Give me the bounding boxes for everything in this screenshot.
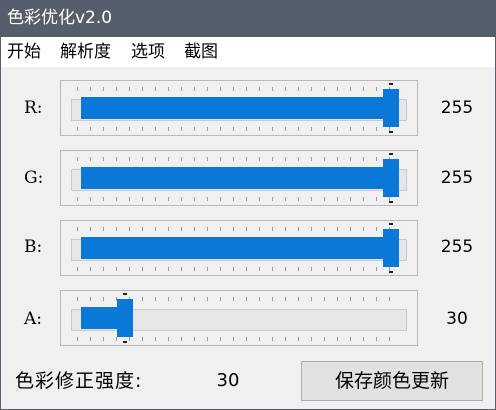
strength-value: 30 xyxy=(216,370,240,391)
blue-slider-ticks-top xyxy=(77,227,401,231)
red-label: R: xyxy=(24,98,43,118)
menu-item-start[interactable]: 开始 xyxy=(7,42,41,62)
blue-slider-frame xyxy=(60,220,418,276)
blue-slider-fill xyxy=(81,237,387,259)
blue-label: B: xyxy=(24,237,43,257)
window-title: 色彩优化v2.0 xyxy=(7,8,113,28)
green-value: 255 xyxy=(440,168,474,188)
alpha-slider-thumb[interactable] xyxy=(116,299,133,337)
green-slider-thumb[interactable] xyxy=(383,159,399,197)
slider-thumb-marker xyxy=(389,223,393,227)
blue-slider-thumb[interactable] xyxy=(383,229,399,267)
red-slider-thumb[interactable] xyxy=(383,89,399,127)
red-slider-ticks-bottom xyxy=(77,127,401,131)
green-slider-fill xyxy=(81,167,387,189)
green-slider-ticks-bottom xyxy=(77,197,401,201)
menu-item-screenshot[interactable]: 截图 xyxy=(184,42,218,62)
red-value: 255 xyxy=(440,98,474,118)
slider-thumb-marker xyxy=(389,129,393,133)
red-slider-ticks-top xyxy=(77,87,401,91)
strength-label: 色彩修正强度: xyxy=(15,370,143,392)
title-bar[interactable]: 色彩优化v2.0 xyxy=(1,1,495,37)
slider-thumb-marker xyxy=(122,293,127,297)
alpha-value: 30 xyxy=(446,309,468,329)
alpha-slider-ticks-top xyxy=(77,297,401,301)
save-color-button[interactable]: 保存颜色更新 xyxy=(301,361,483,401)
green-label: G: xyxy=(24,168,44,188)
green-slider-frame xyxy=(60,150,418,206)
slider-thumb-marker xyxy=(389,269,393,273)
slider-thumb-marker xyxy=(122,339,127,343)
blue-value: 255 xyxy=(440,237,474,257)
menu-item-resolution[interactable]: 解析度 xyxy=(60,42,111,62)
alpha-slider-fill xyxy=(81,307,121,329)
menu-bar: 开始 解析度 选项 截图 xyxy=(1,37,495,67)
slider-thumb-marker xyxy=(389,83,393,87)
red-slider-frame xyxy=(60,80,418,136)
green-slider-ticks-top xyxy=(77,157,401,161)
alpha-slider-ticks-bottom xyxy=(77,337,401,341)
alpha-label: A: xyxy=(24,309,43,329)
slider-thumb-marker xyxy=(389,199,393,203)
slider-thumb-marker xyxy=(389,153,393,157)
alpha-slider-track[interactable] xyxy=(71,309,407,331)
blue-slider-ticks-bottom xyxy=(77,267,401,271)
red-slider-fill xyxy=(81,97,387,119)
alpha-slider-frame xyxy=(60,290,418,346)
menu-item-options[interactable]: 选项 xyxy=(131,42,165,62)
